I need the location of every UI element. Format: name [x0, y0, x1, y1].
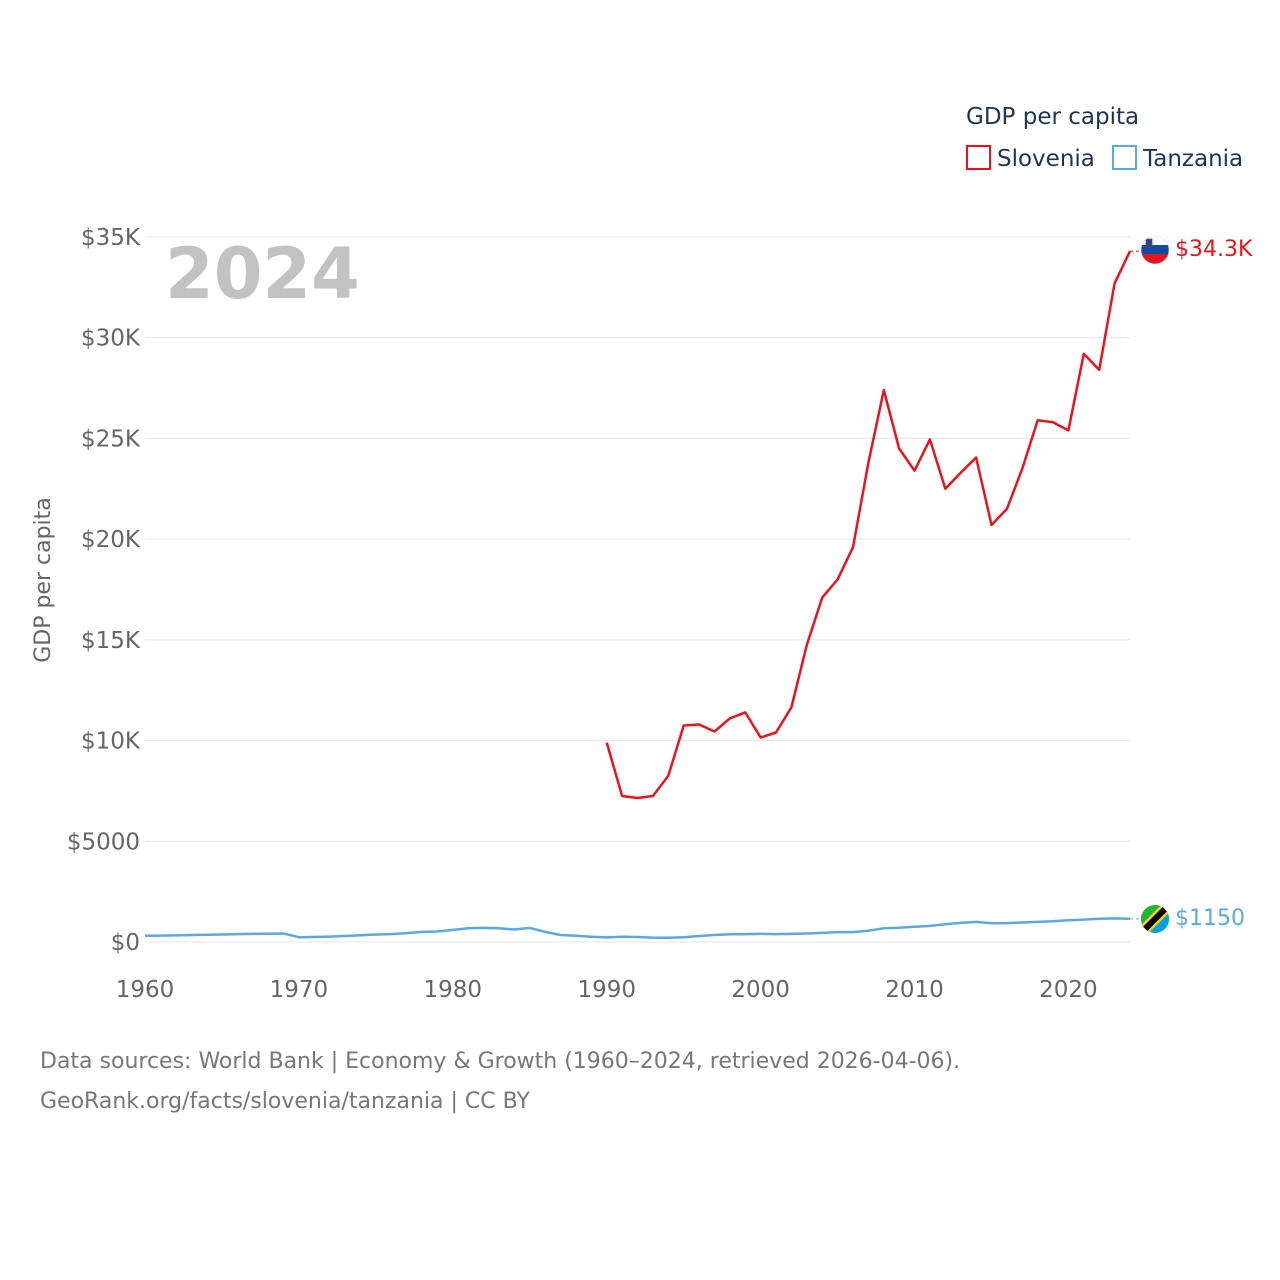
- x-tick-label: 1970: [270, 977, 329, 1003]
- y-axis-ticks: $0 $5000 $10K $15K $20K $25K $30K $35K: [67, 225, 141, 956]
- attribution-link[interactable]: GeoRank.org/facts/slovenia/tanzania | CC…: [40, 1089, 530, 1114]
- y-axis-title: GDP per capita: [31, 497, 56, 663]
- slovenia-end-value-label: $34.3K: [1175, 237, 1253, 262]
- y-tick-label: $35K: [81, 225, 141, 251]
- y-tick-label: $30K: [81, 326, 141, 352]
- gridlines: [145, 236, 1130, 943]
- series-lines: [144, 250, 1140, 940]
- x-tick-label: 2010: [885, 977, 944, 1003]
- x-tick-label: 1960: [116, 977, 175, 1003]
- x-tick-label: 1980: [424, 977, 483, 1003]
- footer: Data sources: World Bank | Economy & Gro…: [40, 1042, 960, 1122]
- legend-label-tanzania: Tanzania: [1142, 146, 1243, 172]
- gdp-per-capita-chart: GDP per capita Slovenia Tanzania GDP per…: [31, 104, 1253, 1003]
- legend-item-tanzania[interactable]: Tanzania: [1112, 145, 1243, 172]
- y-tick-label: $5000: [67, 829, 140, 855]
- y-tick-label: $10K: [81, 729, 141, 755]
- tanzania-flag-icon: [1141, 905, 1169, 933]
- slovenia-flag-icon: [1140, 235, 1170, 265]
- tanzania-end-value-label: $1150: [1175, 906, 1245, 931]
- legend-title: GDP per capita: [966, 104, 1139, 130]
- y-tick-label: $0: [111, 930, 140, 956]
- current-year-label: 2024: [165, 233, 360, 315]
- x-tick-label: 1990: [577, 977, 636, 1003]
- legend-item-slovenia[interactable]: Slovenia: [966, 145, 1095, 172]
- y-tick-label: $25K: [81, 426, 141, 452]
- x-tick-label: 2020: [1039, 977, 1098, 1003]
- legend-swatch-tanzania: [1112, 145, 1137, 170]
- y-tick-label: $15K: [81, 628, 141, 654]
- x-axis-ticks: 1960 1970 1980 1990 2000 2010 2020: [116, 977, 1098, 1003]
- legend-label-slovenia: Slovenia: [997, 146, 1095, 172]
- series-line-slovenia: [605, 250, 1132, 800]
- y-tick-label: $20K: [81, 527, 141, 553]
- data-source-text: Data sources: World Bank | Economy & Gro…: [40, 1049, 961, 1074]
- series-line-tanzania: [144, 917, 1131, 940]
- legend-swatch-slovenia: [966, 145, 991, 170]
- x-tick-label: 2000: [731, 977, 790, 1003]
